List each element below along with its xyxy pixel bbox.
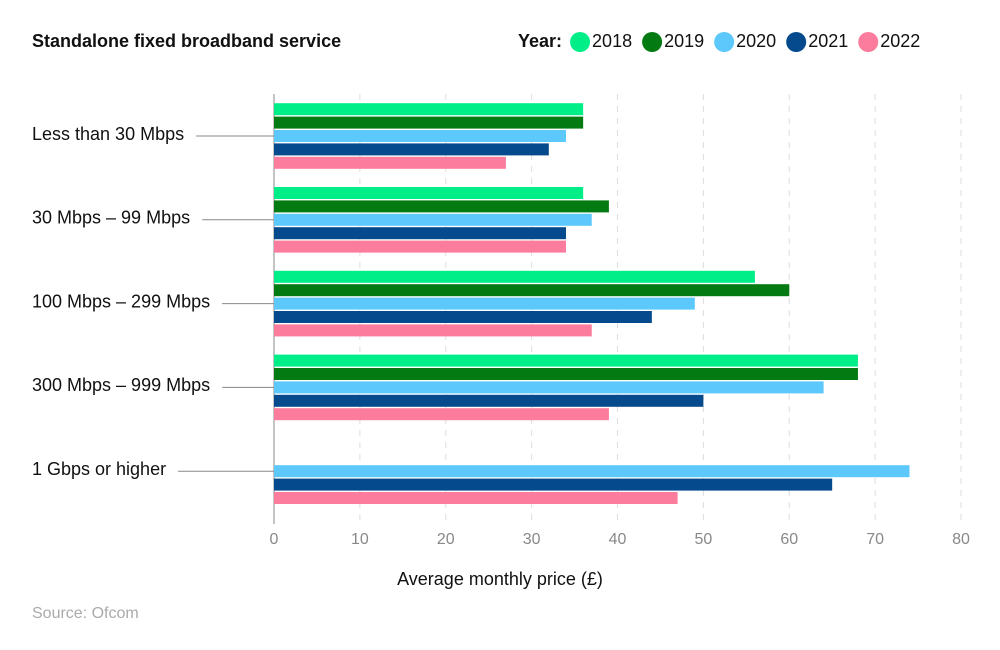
- legend-swatch: [786, 32, 807, 52]
- bar: [274, 200, 609, 213]
- bar: [274, 156, 506, 169]
- source: Source: Ofcom: [32, 605, 139, 622]
- legend-title: Year:: [518, 31, 562, 51]
- bar: [274, 284, 790, 297]
- bar: [274, 297, 695, 310]
- bar: [274, 368, 858, 380]
- bar: [274, 213, 592, 226]
- legend-label: 2019: [664, 31, 704, 51]
- legend: Year: 2018 2019 2020 2021 2022: [518, 31, 920, 52]
- bar: [274, 492, 678, 504]
- bar: [274, 227, 566, 240]
- y-tick-label: 30 Mbps – 99 Mbps: [32, 208, 190, 228]
- legend-label: 2018: [592, 31, 632, 51]
- bar: [274, 116, 584, 129]
- bar: [274, 103, 584, 116]
- legend-label: 2020: [736, 31, 776, 51]
- legend-swatch: [642, 32, 663, 52]
- y-tick-label: 1 Gbps or higher: [32, 459, 166, 479]
- x-tick-label: 30: [523, 531, 541, 548]
- x-tick-label: 20: [437, 531, 455, 548]
- x-tick-label: 70: [866, 531, 884, 548]
- legend-label: 2021: [808, 31, 848, 51]
- legend-label: 2022: [880, 31, 920, 51]
- bar: [274, 324, 592, 337]
- chart-title: Standalone fixed broadband service: [32, 31, 341, 51]
- x-tick-label: 50: [694, 531, 712, 548]
- x-tick-label: 80: [952, 531, 970, 548]
- bar: [274, 465, 910, 478]
- legend-swatch: [714, 32, 735, 52]
- bar: [274, 240, 566, 253]
- bar: [274, 311, 652, 323]
- y-tick-label: 100 Mbps – 299 Mbps: [32, 291, 210, 311]
- bar: [274, 187, 584, 199]
- bar: [274, 381, 824, 394]
- bar: [274, 143, 549, 156]
- x-tick-label: 0: [270, 531, 279, 548]
- x-tick-label: 40: [609, 531, 627, 548]
- bar: [274, 408, 609, 421]
- x-tick-label: 10: [351, 531, 369, 548]
- y-tick-label: Less than 30 Mbps: [32, 124, 184, 144]
- y-tick-label: 300 Mbps – 999 Mbps: [32, 375, 210, 395]
- x-tick-label: 60: [780, 531, 798, 548]
- legend-swatch: [858, 32, 879, 52]
- bar: [274, 354, 858, 367]
- bar: [274, 478, 833, 491]
- bar: [274, 270, 755, 283]
- bar: [274, 394, 704, 407]
- legend-swatch: [570, 32, 591, 52]
- x-axis-label: Average monthly price (£): [397, 569, 603, 589]
- bar: [274, 130, 566, 142]
